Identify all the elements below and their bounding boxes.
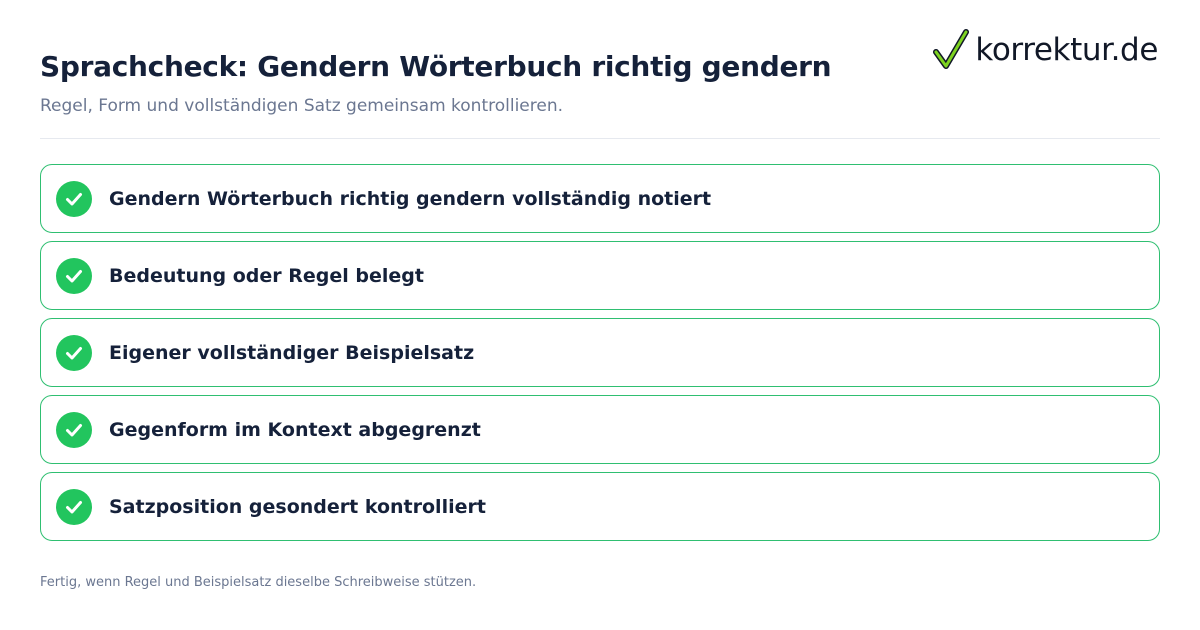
checklist-item: Bedeutung oder Regel belegt [40,241,1160,310]
checklist-item-label: Gegenform im Kontext abgegrenzt [109,418,481,441]
checklist-item: Gegenform im Kontext abgegrenzt [40,395,1160,464]
footer-note: Fertig, wenn Regel und Beispielsatz dies… [40,575,477,590]
checklist-item: Eigener vollständiger Beispielsatz [40,318,1160,387]
check-circle-icon [56,334,92,371]
check-circle-icon [56,411,92,448]
brand-name: korrektur.de [975,32,1158,68]
checklist-item: Gendern Wörterbuch richtig gendern volls… [40,164,1160,233]
page-subtitle: Regel, Form und vollständigen Satz gemei… [40,96,564,116]
checklist-item-label: Eigener vollständiger Beispielsatz [109,341,475,364]
check-circle-icon [56,180,92,217]
checklist: Gendern Wörterbuch richtig gendern volls… [40,164,1160,549]
checklist-item-label: Gendern Wörterbuch richtig gendern volls… [109,187,712,210]
page-title: Sprachcheck: Gendern Wörterbuch richtig … [40,50,832,83]
checkmark-icon [933,29,970,69]
checklist-item-label: Bedeutung oder Regel belegt [109,264,424,287]
brand-logo: korrektur.de [933,28,1158,72]
header-divider [40,138,1160,139]
checklist-item: Satzposition gesondert kontrolliert [40,472,1160,541]
checklist-item-label: Satzposition gesondert kontrolliert [109,495,486,518]
check-circle-icon [56,257,92,294]
check-circle-icon [56,488,92,525]
